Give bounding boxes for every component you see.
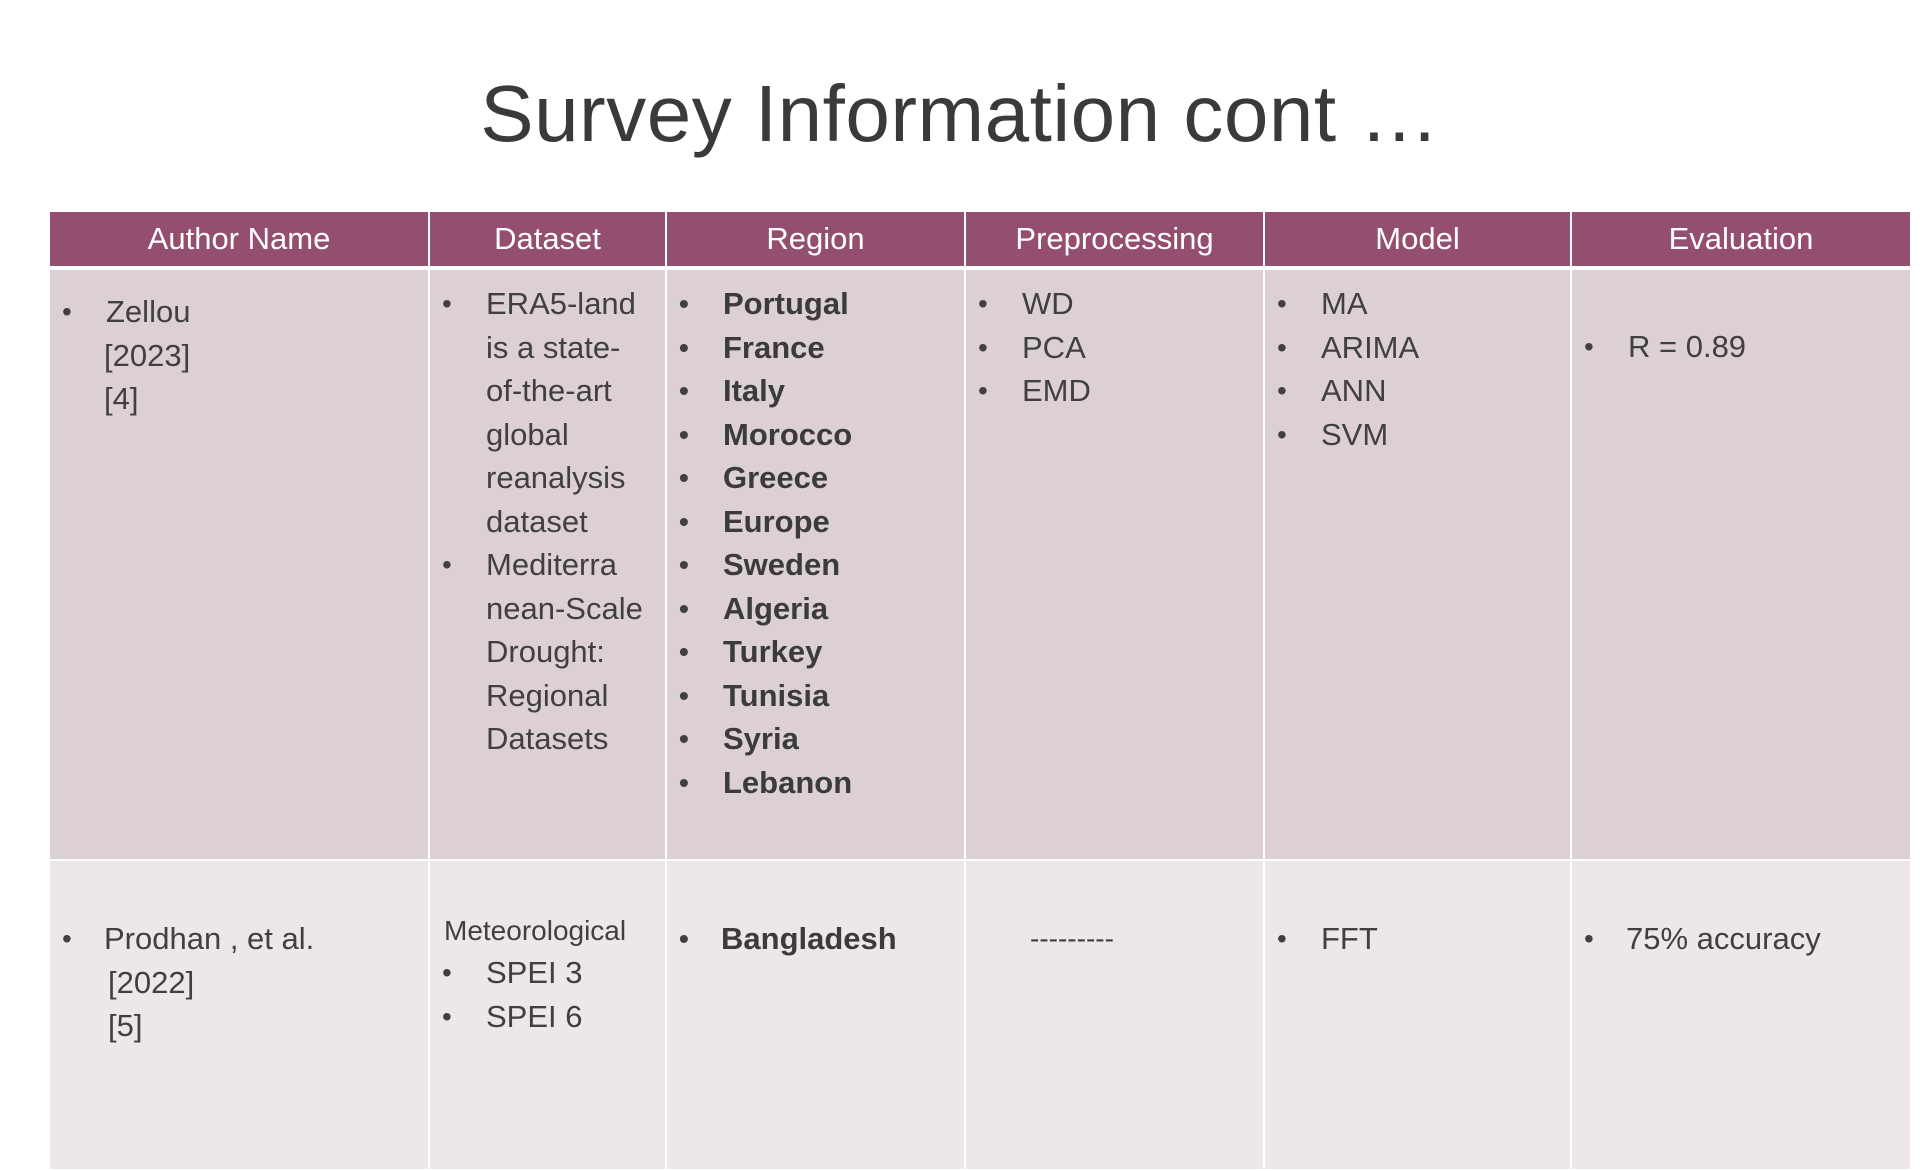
header-preprocessing: Preprocessing [964, 210, 1265, 270]
preprocessing-cell: --------- [964, 859, 1265, 1171]
region-item: Tunisia [667, 674, 964, 718]
header-evaluation: Evaluation [1570, 210, 1912, 270]
model-item: SVM [1265, 413, 1570, 457]
evaluation-item: 75% accuracy [1572, 917, 1910, 961]
region-item: Europe [667, 500, 964, 544]
model-cell: FFT [1263, 859, 1572, 1171]
region-item: Syria [667, 717, 964, 761]
header-author-name: Author Name [48, 210, 430, 270]
author-entry: Zellou [2023] [4] [50, 290, 428, 421]
dataset-cell: ERA5-land is a state- of-the-art global … [428, 267, 667, 861]
region-item: Sweden [667, 543, 964, 587]
preprocessing-item: EMD [966, 369, 1263, 413]
table-row: Prodhan , et al. [2022] [5] Meteorologic… [48, 859, 1912, 1171]
dataset-item: SPEI 6 [430, 995, 665, 1039]
dataset-label: Meteorological [444, 915, 627, 946]
model-item: FFT [1265, 917, 1570, 961]
header-dataset: Dataset [428, 210, 667, 270]
model-cell: MA ARIMA ANN SVM [1263, 267, 1572, 861]
preprocessing-cell: WD PCA EMD [964, 267, 1265, 861]
region-item: France [667, 326, 964, 370]
region-cell: Bangladesh [665, 859, 966, 1171]
table-row: Zellou [2023] [4] ERA5-land is a state- … [48, 267, 1912, 861]
model-item: ARIMA [1265, 326, 1570, 370]
region-item: Portugal [667, 282, 964, 326]
model-item: MA [1265, 282, 1570, 326]
author-cell: Prodhan , et al. [2022] [5] [48, 859, 430, 1171]
author-entry: Prodhan , et al. [2022] [5] [50, 917, 428, 1048]
dataset-item: ERA5-land is a state- of-the-art global … [430, 282, 665, 543]
region-item: Lebanon [667, 761, 964, 805]
evaluation-item: R = 0.89 [1572, 325, 1910, 369]
dataset-item: Mediterra nean-Scale Drought: Regional D… [430, 543, 665, 761]
dataset-item: SPEI 3 [430, 951, 665, 995]
model-item: ANN [1265, 369, 1570, 413]
preprocessing-item: WD [966, 282, 1263, 326]
survey-table: Author Name Dataset Region Preprocessing… [48, 210, 1912, 1171]
author-cell: Zellou [2023] [4] [48, 267, 430, 861]
region-cell: Portugal France Italy Morocco Greece Eur… [665, 267, 966, 861]
region-item: Algeria [667, 587, 964, 631]
header-region: Region [665, 210, 966, 270]
region-item: Italy [667, 369, 964, 413]
region-item: Turkey [667, 630, 964, 674]
dataset-cell: Meteorological SPEI 3 SPEI 6 [428, 859, 667, 1171]
evaluation-cell: 75% accuracy [1570, 859, 1912, 1171]
region-item: Greece [667, 456, 964, 500]
slide-title: Survey Information cont … [480, 69, 1440, 158]
table-header-row: Author Name Dataset Region Preprocessing… [48, 210, 1912, 270]
region-item: Bangladesh [667, 917, 964, 961]
region-item: Morocco [667, 413, 964, 457]
evaluation-cell: R = 0.89 [1570, 267, 1912, 861]
preprocessing-item: PCA [966, 326, 1263, 370]
header-model: Model [1263, 210, 1572, 270]
preprocessing-placeholder: --------- [1030, 923, 1114, 954]
